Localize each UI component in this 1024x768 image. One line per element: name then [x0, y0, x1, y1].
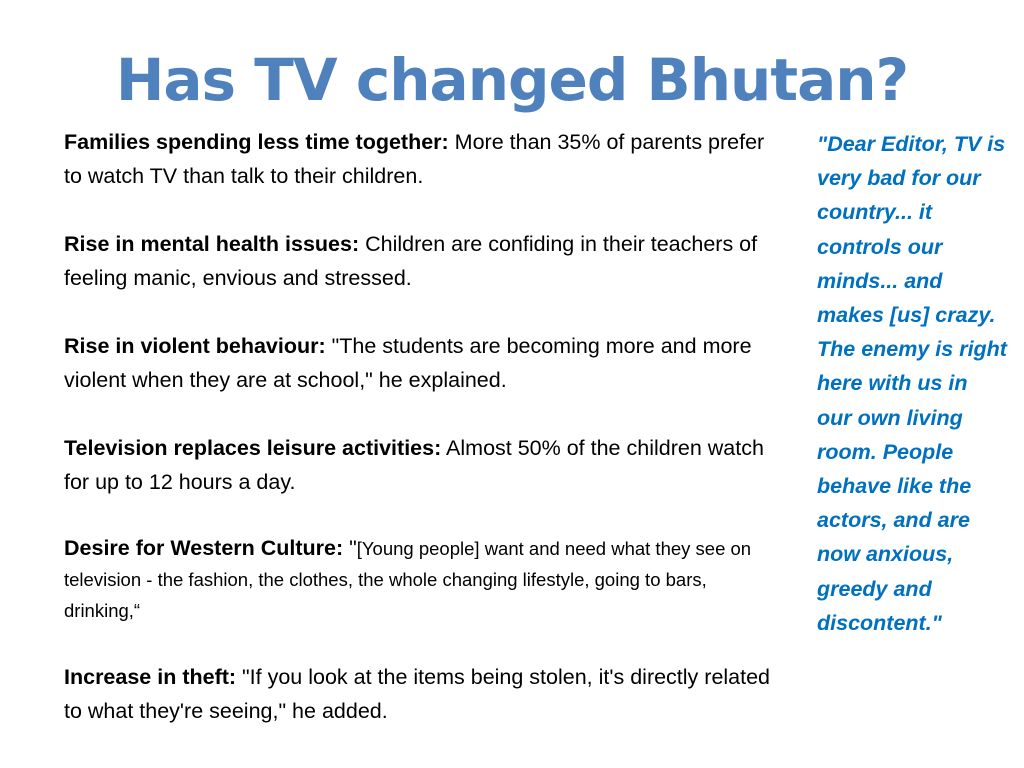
point-text: [Young people] want and need what they s…: [64, 538, 752, 621]
point-heading: Television replaces leisure activities:: [64, 436, 442, 460]
point-theft: Increase in theft: "If you look at the i…: [64, 660, 784, 728]
point-text: "The students are becoming more and more…: [64, 334, 752, 392]
slide-title: Has TV changed Bhutan?: [115, 46, 909, 114]
point-leisure-activities: Television replaces leisure activities: …: [64, 431, 784, 499]
point-heading: Families spending less time together:: [64, 130, 449, 154]
point-heading: Rise in violent behaviour:: [64, 334, 326, 358]
bullet-content: Families spending less time together: Mo…: [64, 125, 784, 762]
point-text: Children are confiding in their teachers…: [64, 232, 758, 290]
point-western-culture: Desire for Western Culture: "[Young peop…: [64, 533, 784, 626]
point-text: Almost 50% of the children watch for up …: [64, 436, 764, 494]
point-text-prefix: ": [343, 536, 357, 560]
point-violent-behaviour: Rise in violent behaviour: "The students…: [64, 329, 784, 397]
point-mental-health: Rise in mental health issues: Children a…: [64, 227, 784, 295]
point-heading: Increase in theft:: [64, 665, 237, 689]
point-heading: Rise in mental health issues:: [64, 232, 360, 256]
sidebar-quote: "Dear Editor, TV is very bad for our cou…: [817, 132, 1007, 635]
point-families: Families spending less time together: Mo…: [64, 125, 784, 193]
point-heading: Desire for Western Culture:: [64, 536, 344, 560]
point-text: More than 35% of parents prefer to watch…: [64, 130, 765, 188]
point-text: "If you look at the items being stolen, …: [64, 665, 771, 723]
